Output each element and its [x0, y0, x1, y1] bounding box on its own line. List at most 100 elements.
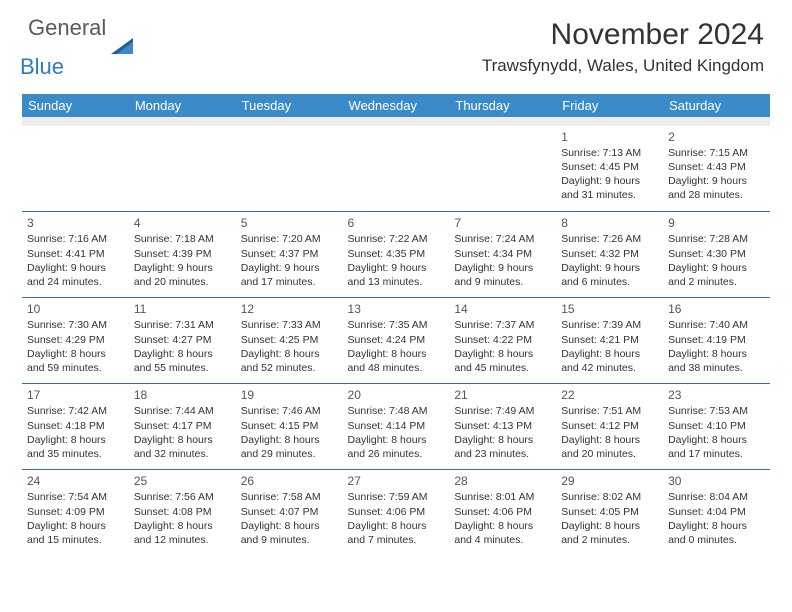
calendar-table: SundayMondayTuesdayWednesdayThursdayFrid… — [22, 94, 770, 556]
sunset-text: Sunset: 4:08 PM — [134, 505, 231, 519]
sunset-text: Sunset: 4:09 PM — [27, 505, 124, 519]
weekday-header-row: SundayMondayTuesdayWednesdayThursdayFrid… — [22, 94, 770, 117]
daylight-text: and 20 minutes. — [134, 275, 231, 289]
day-number: 27 — [348, 473, 445, 489]
calendar-day: 6Sunrise: 7:22 AMSunset: 4:35 PMDaylight… — [343, 212, 450, 298]
calendar-day: 3Sunrise: 7:16 AMSunset: 4:41 PMDaylight… — [22, 212, 129, 298]
daylight-text: Daylight: 9 hours — [348, 261, 445, 275]
calendar-week: 1Sunrise: 7:13 AMSunset: 4:45 PMDaylight… — [22, 126, 770, 212]
calendar-day: 30Sunrise: 8:04 AMSunset: 4:04 PMDayligh… — [663, 470, 770, 556]
sunset-text: Sunset: 4:04 PM — [668, 505, 765, 519]
daylight-text: Daylight: 9 hours — [561, 174, 658, 188]
calendar-week: 3Sunrise: 7:16 AMSunset: 4:41 PMDaylight… — [22, 212, 770, 298]
sunrise-text: Sunrise: 7:22 AM — [348, 232, 445, 246]
daylight-text: and 42 minutes. — [561, 361, 658, 375]
daylight-text: and 6 minutes. — [561, 275, 658, 289]
calendar-day: 23Sunrise: 7:53 AMSunset: 4:10 PMDayligh… — [663, 384, 770, 470]
daylight-text: Daylight: 8 hours — [27, 519, 124, 533]
sunrise-text: Sunrise: 7:40 AM — [668, 318, 765, 332]
daylight-text: and 9 minutes. — [241, 533, 338, 547]
day-number: 11 — [134, 301, 231, 317]
daylight-text: Daylight: 9 hours — [454, 261, 551, 275]
weekday-header: Friday — [556, 94, 663, 117]
calendar-day: 17Sunrise: 7:42 AMSunset: 4:18 PMDayligh… — [22, 384, 129, 470]
daylight-text: Daylight: 8 hours — [561, 433, 658, 447]
day-number: 3 — [27, 215, 124, 231]
location-text: Trawsfynydd, Wales, United Kingdom — [482, 56, 764, 76]
daylight-text: and 9 minutes. — [454, 275, 551, 289]
calendar-empty — [22, 126, 129, 212]
daylight-text: Daylight: 9 hours — [27, 261, 124, 275]
sunset-text: Sunset: 4:12 PM — [561, 419, 658, 433]
daylight-text: Daylight: 9 hours — [668, 174, 765, 188]
day-number: 25 — [134, 473, 231, 489]
sunrise-text: Sunrise: 7:39 AM — [561, 318, 658, 332]
day-number: 19 — [241, 387, 338, 403]
daylight-text: Daylight: 8 hours — [454, 433, 551, 447]
daylight-text: Daylight: 8 hours — [561, 519, 658, 533]
weekday-header: Thursday — [449, 94, 556, 117]
day-number: 21 — [454, 387, 551, 403]
sunrise-text: Sunrise: 7:28 AM — [668, 232, 765, 246]
sunrise-text: Sunrise: 7:31 AM — [134, 318, 231, 332]
sunset-text: Sunset: 4:22 PM — [454, 333, 551, 347]
day-number: 10 — [27, 301, 124, 317]
sunset-text: Sunset: 4:27 PM — [134, 333, 231, 347]
sunset-text: Sunset: 4:06 PM — [454, 505, 551, 519]
daylight-text: Daylight: 8 hours — [134, 433, 231, 447]
sunrise-text: Sunrise: 7:42 AM — [27, 404, 124, 418]
sunset-text: Sunset: 4:06 PM — [348, 505, 445, 519]
sunrise-text: Sunrise: 7:58 AM — [241, 490, 338, 504]
calendar-day: 10Sunrise: 7:30 AMSunset: 4:29 PMDayligh… — [22, 298, 129, 384]
sunrise-text: Sunrise: 7:13 AM — [561, 146, 658, 160]
weekday-header: Monday — [129, 94, 236, 117]
daylight-text: Daylight: 8 hours — [348, 347, 445, 361]
daylight-text: and 7 minutes. — [348, 533, 445, 547]
daylight-text: Daylight: 8 hours — [454, 519, 551, 533]
day-number: 5 — [241, 215, 338, 231]
brand-logo: General Blue — [28, 18, 137, 78]
sunrise-text: Sunrise: 7:54 AM — [27, 490, 124, 504]
daylight-text: and 55 minutes. — [134, 361, 231, 375]
calendar-day: 9Sunrise: 7:28 AMSunset: 4:30 PMDaylight… — [663, 212, 770, 298]
calendar-day: 11Sunrise: 7:31 AMSunset: 4:27 PMDayligh… — [129, 298, 236, 384]
calendar-day: 15Sunrise: 7:39 AMSunset: 4:21 PMDayligh… — [556, 298, 663, 384]
day-number: 4 — [134, 215, 231, 231]
sunset-text: Sunset: 4:32 PM — [561, 247, 658, 261]
sunrise-text: Sunrise: 7:16 AM — [27, 232, 124, 246]
daylight-text: and 29 minutes. — [241, 447, 338, 461]
daylight-text: Daylight: 8 hours — [668, 347, 765, 361]
day-number: 29 — [561, 473, 658, 489]
daylight-text: Daylight: 8 hours — [561, 347, 658, 361]
daylight-text: Daylight: 9 hours — [668, 261, 765, 275]
daylight-text: and 23 minutes. — [454, 447, 551, 461]
sunrise-text: Sunrise: 7:18 AM — [134, 232, 231, 246]
daylight-text: and 48 minutes. — [348, 361, 445, 375]
day-number: 17 — [27, 387, 124, 403]
sunrise-text: Sunrise: 7:49 AM — [454, 404, 551, 418]
daylight-text: Daylight: 8 hours — [134, 519, 231, 533]
sunset-text: Sunset: 4:19 PM — [668, 333, 765, 347]
logo-text-2: Blue — [20, 57, 64, 78]
day-number: 26 — [241, 473, 338, 489]
sunset-text: Sunset: 4:30 PM — [668, 247, 765, 261]
daylight-text: and 31 minutes. — [561, 188, 658, 202]
weekday-header: Wednesday — [343, 94, 450, 117]
logo-triangle-icon — [111, 36, 137, 61]
sunset-text: Sunset: 4:45 PM — [561, 160, 658, 174]
daylight-text: and 38 minutes. — [668, 361, 765, 375]
daylight-text: Daylight: 9 hours — [561, 261, 658, 275]
calendar-day: 28Sunrise: 8:01 AMSunset: 4:06 PMDayligh… — [449, 470, 556, 556]
calendar-day: 2Sunrise: 7:15 AMSunset: 4:43 PMDaylight… — [663, 126, 770, 212]
daylight-text: and 13 minutes. — [348, 275, 445, 289]
sunset-text: Sunset: 4:21 PM — [561, 333, 658, 347]
calendar-day: 4Sunrise: 7:18 AMSunset: 4:39 PMDaylight… — [129, 212, 236, 298]
day-number: 24 — [27, 473, 124, 489]
daylight-text: Daylight: 8 hours — [668, 519, 765, 533]
sunrise-text: Sunrise: 7:59 AM — [348, 490, 445, 504]
daylight-text: and 17 minutes. — [668, 447, 765, 461]
daylight-text: Daylight: 9 hours — [241, 261, 338, 275]
sunset-text: Sunset: 4:15 PM — [241, 419, 338, 433]
sunset-text: Sunset: 4:35 PM — [348, 247, 445, 261]
daylight-text: and 24 minutes. — [27, 275, 124, 289]
